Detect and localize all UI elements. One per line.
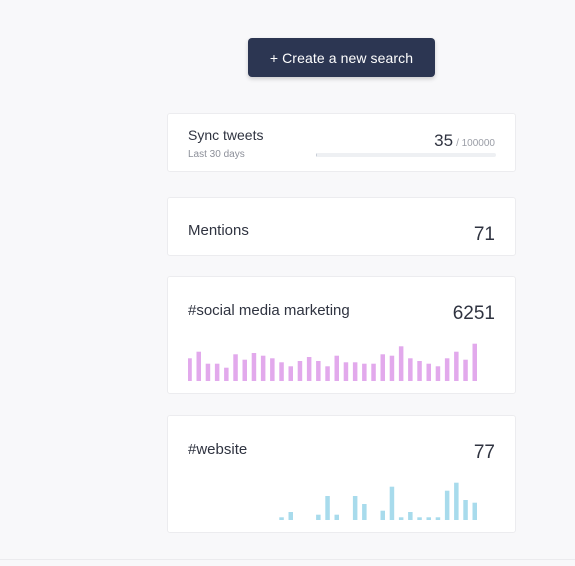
activity-bar <box>435 366 441 381</box>
activity-bar <box>233 354 238 381</box>
activity-bar <box>389 355 395 381</box>
activity-bar <box>380 354 385 381</box>
activity-bar <box>260 355 266 381</box>
activity-bar <box>343 362 349 381</box>
activity-bar <box>362 363 367 381</box>
activity-bar <box>352 496 358 520</box>
activity-bar <box>334 355 339 381</box>
mentions-card[interactable]: Mentions 71 <box>167 197 516 256</box>
sync-count-value: 35 <box>434 131 454 150</box>
activity-bar <box>472 502 477 520</box>
activity-bar <box>306 357 312 381</box>
activity-bar <box>352 362 358 381</box>
activity-sparkline <box>188 343 477 381</box>
activity-bar <box>408 358 413 381</box>
search-title: #social media marketing <box>188 302 350 319</box>
activity-bar <box>224 367 229 381</box>
sync-progress-bar <box>316 153 496 157</box>
activity-bar <box>196 351 201 381</box>
activity-bar <box>380 510 385 520</box>
activity-bar <box>297 361 303 381</box>
plus-icon: + <box>269 49 279 66</box>
activity-bar <box>270 358 275 381</box>
activity-bar <box>334 514 339 520</box>
activity-bar <box>444 358 450 381</box>
activity-bar <box>463 359 468 381</box>
activity-bar <box>454 482 459 520</box>
activity-bar <box>316 361 321 381</box>
activity-bar <box>417 517 422 520</box>
activity-bar <box>463 500 468 520</box>
search-title: #website <box>188 441 248 458</box>
activity-bar <box>214 363 220 381</box>
activity-bar <box>316 514 321 520</box>
search-card-website[interactable]: #website 77 <box>167 415 516 533</box>
activity-bar <box>454 351 459 381</box>
sync-count: 35 / 100000 <box>434 131 495 151</box>
activity-bar <box>371 363 376 381</box>
activity-bar <box>389 486 395 520</box>
activity-bar <box>325 496 330 520</box>
activity-bar <box>426 363 431 381</box>
activity-bar <box>279 362 284 381</box>
activity-bar <box>362 504 367 520</box>
search-count: 6251 <box>452 303 495 324</box>
sync-count-limit: / 100000 <box>456 138 495 149</box>
activity-bar <box>472 343 477 381</box>
activity-bar <box>417 361 422 381</box>
activity-bar <box>279 517 284 520</box>
mentions-title: Mentions <box>188 222 249 239</box>
search-count: 77 <box>473 442 495 463</box>
activity-bar <box>325 366 330 381</box>
activity-bar <box>398 517 404 520</box>
create-new-search-button[interactable]: + Create a new search <box>248 38 435 77</box>
sync-period-label: Last 30 days <box>188 149 245 160</box>
activity-sparkline <box>279 482 477 520</box>
create-new-search-label: Create a new search <box>282 49 414 66</box>
activity-bar <box>398 346 404 381</box>
mentions-count: 71 <box>473 224 495 245</box>
activity-bar <box>188 358 192 381</box>
activity-bar <box>426 517 431 520</box>
activity-bar <box>288 512 293 520</box>
activity-bar <box>408 512 413 520</box>
sync-tweets-title: Sync tweets <box>188 127 264 143</box>
activity-bar <box>435 517 441 520</box>
divider <box>0 559 575 560</box>
sync-progress-fill <box>316 153 317 157</box>
activity-bar <box>205 363 211 381</box>
search-card-social-media-marketing[interactable]: #social media marketing 6251 <box>167 276 516 394</box>
activity-bar <box>242 359 247 381</box>
sync-tweets-card: Sync tweets Last 30 days 35 / 100000 <box>167 113 516 172</box>
activity-bar <box>288 366 293 381</box>
activity-bar <box>444 490 450 520</box>
activity-bar <box>251 353 257 381</box>
